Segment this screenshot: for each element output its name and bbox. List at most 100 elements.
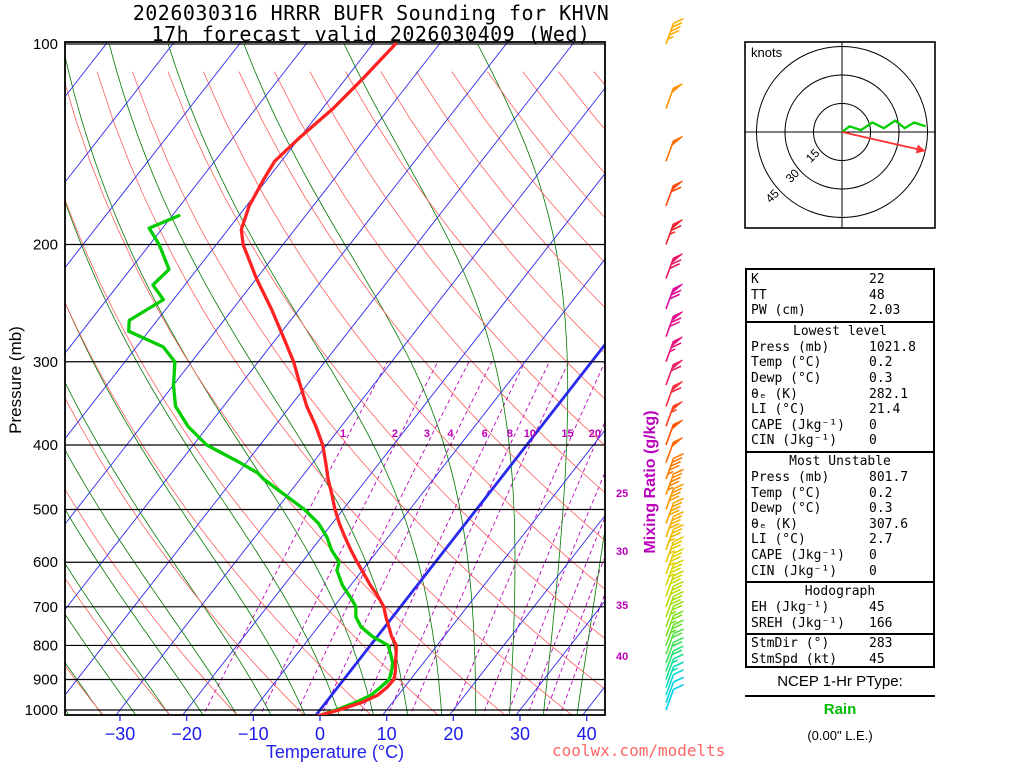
ptype-label: NCEP 1-Hr PType:	[745, 673, 935, 697]
row-value: 22	[869, 272, 885, 287]
table-row: CAPE (Jkg⁻¹) 0	[747, 418, 933, 434]
table-row: StmDir (°) 283	[747, 636, 933, 652]
row-value: 2.03	[869, 303, 901, 319]
isotherms	[65, 42, 605, 715]
row-value: 0.2	[869, 355, 893, 371]
pressure-tick-label: 300	[33, 354, 58, 371]
wind-barb	[665, 523, 684, 551]
table-row: CIN (Jkg⁻¹) 0	[747, 433, 933, 449]
row-value: 0.3	[869, 501, 893, 517]
row-label: K	[751, 272, 759, 287]
mixing-ratio-label: 35	[616, 600, 628, 612]
mixing-ratio-label: 1	[340, 428, 346, 440]
wind-barb	[665, 336, 683, 363]
temperature-tick-label: 30	[510, 724, 530, 744]
row-label: CAPE (Jkg⁻¹)	[751, 547, 845, 563]
row-label: StmDir (°)	[751, 636, 830, 652]
wind-barb	[665, 580, 684, 608]
dry-adiabats	[65, 71, 605, 715]
table-section: K 22 TT 48 PW (cm) 2.03	[747, 272, 933, 319]
wind-barb	[665, 219, 683, 245]
row-label: CAPE (Jkg⁻¹)	[751, 417, 845, 433]
wind-barb	[665, 253, 683, 279]
row-value: 0.3	[869, 370, 893, 386]
pressure-tick-label: 800	[33, 637, 58, 654]
temperature-tick-label: 10	[377, 724, 397, 744]
wind-barb	[665, 547, 684, 575]
wind-barb	[665, 452, 684, 480]
temperature-tick-label: 20	[443, 724, 463, 744]
wind-barb	[665, 483, 684, 510]
table-row: Press (mb) 1021.8	[747, 340, 933, 356]
pressure-tick-label: 900	[33, 672, 58, 689]
mixing-ratio-label: 15	[561, 428, 573, 440]
chart-title-line2: 17h forecast valid 2026030409 (Wed)	[151, 22, 591, 46]
wind-barb	[665, 400, 683, 427]
table-row: CIN (Jkg⁻¹) 0	[747, 564, 933, 580]
row-label: LI (°C)	[751, 532, 806, 548]
table-row: StmSpd (kt) 45	[747, 652, 933, 668]
row-label: θₑ (K)	[751, 386, 798, 402]
table-section: StmDir (°) 283 StmSpd (kt) 45	[747, 633, 933, 667]
storm-motion-vector	[841, 131, 926, 152]
table-row: LI (°C) 2.7	[747, 532, 933, 548]
row-value: 166	[869, 615, 893, 631]
mixing-ratio-axis-label: Mixing Ratio (g/kg)	[642, 410, 659, 554]
table-section-header: Lowest level	[793, 323, 887, 339]
wind-barb	[665, 437, 683, 463]
row-label: TT	[751, 287, 767, 303]
mixing-ratio-label: 10	[524, 428, 536, 440]
row-label: Press (mb)	[751, 469, 830, 485]
mixing-ratio-label: 40	[616, 651, 628, 663]
mixing-ratio-lines	[202, 361, 605, 715]
wind-barb	[665, 135, 683, 162]
wind-barb	[665, 661, 684, 688]
pressure-axis-label: Pressure (mb)	[6, 326, 25, 434]
mixing-ratio-label: 20	[589, 428, 601, 440]
chart-title-line1: 2026030316 HRRR BUFR Sounding for KHVN	[132, 1, 610, 25]
table-section-header: Hodograph	[804, 584, 876, 600]
row-value: 0	[869, 547, 877, 563]
table-row: Dewp (°C) 0.3	[747, 501, 933, 517]
row-label: LI (°C)	[751, 402, 806, 418]
mixing-ratio-label: 2	[392, 428, 398, 440]
temperature-tick-label: −10	[238, 724, 269, 744]
sounding-profiles	[127, 42, 398, 715]
temperature-tick-label: −30	[105, 724, 136, 744]
wind-barb	[665, 559, 684, 586]
row-label: Temp (°C)	[751, 355, 822, 371]
wind-barb	[665, 511, 684, 538]
pressure-tick-label: 500	[33, 502, 58, 519]
wind-barb	[665, 283, 683, 310]
table-section-header: Most Unstable	[789, 453, 891, 469]
pressure-tick-label: 600	[33, 554, 58, 571]
wind-barb	[665, 380, 683, 407]
row-value: 48	[869, 287, 885, 303]
wind-barb	[665, 600, 684, 628]
pressure-tick-label: 100	[33, 36, 58, 53]
wind-barb	[665, 359, 683, 386]
storm-vector-arrowhead	[915, 144, 926, 154]
row-label: Dewp (°C)	[751, 501, 822, 517]
table-row: CAPE (Jkg⁻¹) 0	[747, 548, 933, 564]
row-value: 1021.8	[869, 339, 916, 355]
row-label: EH (Jkg⁻¹)	[751, 600, 830, 616]
wind-barb	[665, 311, 683, 337]
wind-barb	[665, 645, 684, 672]
row-label: CIN (Jkg⁻¹)	[751, 433, 838, 449]
table-row: EH (Jkg⁻¹) 45	[747, 600, 933, 616]
row-value: 307.6	[869, 516, 909, 532]
row-label: PW (cm)	[751, 303, 806, 319]
row-value: 45	[869, 651, 885, 667]
wind-barb	[665, 683, 684, 711]
table-section: Lowest level Press (mb) 1021.8 Temp (°C) 0.2…	[747, 320, 933, 449]
wind-barb	[665, 628, 684, 655]
wind-barb	[665, 636, 684, 664]
table-section: Most Unstable Press (mb) 801.7 Temp (°C) 0.2…	[747, 450, 933, 580]
row-label: StmSpd (kt)	[751, 651, 838, 667]
pressure-tick-label: 700	[33, 599, 58, 616]
table-row: PW (cm) 2.03	[747, 303, 933, 319]
mixing-ratio-label: 25	[616, 488, 628, 500]
moist-adiabats	[65, 43, 605, 715]
